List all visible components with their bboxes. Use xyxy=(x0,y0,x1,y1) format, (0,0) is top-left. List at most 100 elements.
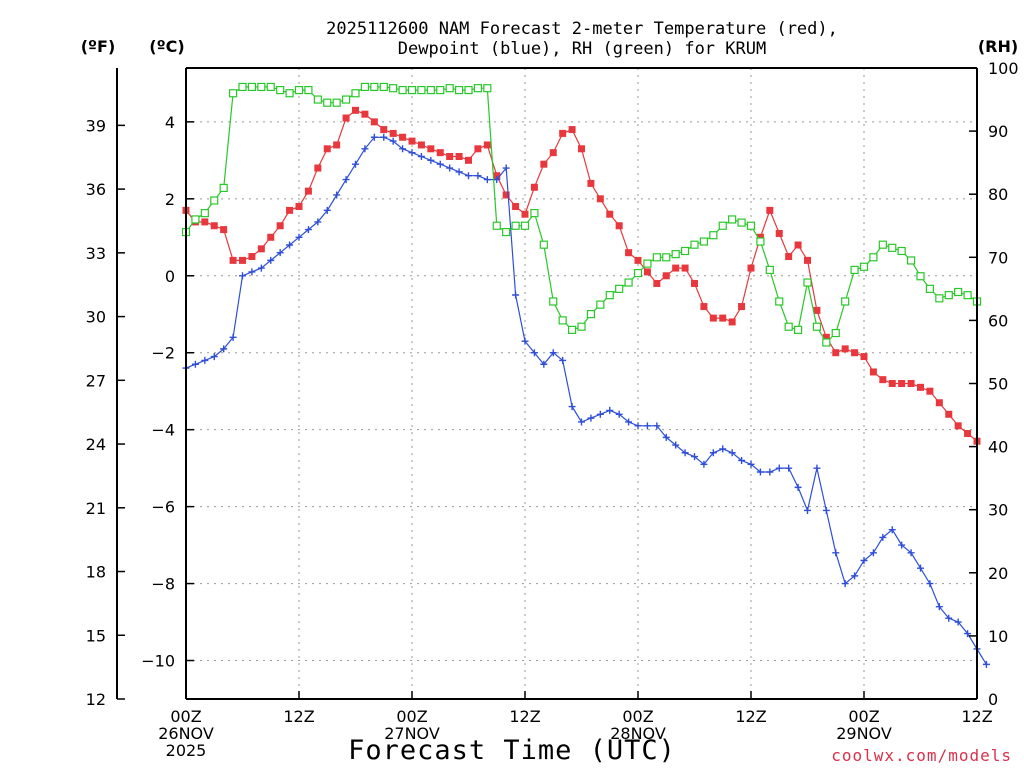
rh-point xyxy=(511,221,520,230)
dewpoint-point xyxy=(408,149,416,157)
rh-point xyxy=(624,278,633,287)
dewpoint-point xyxy=(596,410,604,418)
dewpoint-point xyxy=(832,549,840,557)
x-tick-label: 12Z xyxy=(735,707,766,726)
dewpoint-point xyxy=(352,160,359,168)
temperature-point xyxy=(389,129,397,137)
dewpoint-point xyxy=(672,441,680,449)
dewpoint-point xyxy=(700,460,708,468)
dewpoint-point xyxy=(201,356,209,364)
rh-tick-label: 90 xyxy=(988,122,1008,141)
dewpoint-point xyxy=(625,418,633,426)
rh-point xyxy=(690,240,699,249)
chart-title: 2025112600 NAM Forecast 2-meter Temperat… xyxy=(326,19,838,39)
rh-point xyxy=(577,322,586,331)
rh-point xyxy=(285,89,294,98)
rh-point xyxy=(294,85,304,95)
temperature-point xyxy=(493,172,501,180)
dewpoint-point xyxy=(417,152,425,160)
dewpoint-point xyxy=(643,422,651,430)
fahrenheit-tick-label: 18 xyxy=(86,563,106,582)
rh-point xyxy=(323,98,332,107)
temperature-point xyxy=(935,399,943,407)
rh-point xyxy=(954,287,963,297)
x-tick-label: 29NOV xyxy=(836,724,892,743)
fahrenheit-tick-label: 27 xyxy=(86,371,106,390)
x-tick-label: 00Z xyxy=(848,707,879,726)
rh-point xyxy=(615,284,624,293)
dewpoint-point xyxy=(540,360,548,368)
temperature-point xyxy=(342,114,350,122)
dewpoint-point xyxy=(954,618,962,626)
rh-point xyxy=(605,291,614,300)
rh-point xyxy=(219,183,228,192)
temperature-point xyxy=(408,137,416,145)
dewpoint-line xyxy=(185,136,987,665)
dewpoint-point xyxy=(615,410,623,418)
dewpoint-point xyxy=(559,356,567,364)
temperature-point xyxy=(549,149,557,157)
temperature-point xyxy=(276,222,284,230)
dewpoint-point xyxy=(719,445,727,453)
rh-point xyxy=(586,309,596,319)
temperature-point xyxy=(719,314,727,322)
celsius-tick-label: −4 xyxy=(151,421,175,440)
celsius-tick-label: 0 xyxy=(165,267,175,286)
rh-point xyxy=(360,82,370,92)
rh-point xyxy=(596,300,605,309)
dewpoint-point xyxy=(389,137,397,145)
rh-point xyxy=(313,95,322,104)
dewpoint-point xyxy=(766,468,774,476)
rh-point xyxy=(841,297,850,306)
temperature-point xyxy=(728,318,736,326)
dewpoint-point xyxy=(747,460,755,468)
temperature-point xyxy=(625,249,633,257)
rh-point xyxy=(520,221,530,230)
temperature-point xyxy=(907,380,915,387)
temperature-point xyxy=(239,256,246,264)
fahrenheit-tick-label: 33 xyxy=(86,244,106,263)
temperature-point xyxy=(559,129,567,137)
temperature-point xyxy=(964,430,972,438)
temperature-point xyxy=(869,368,877,376)
rh-point xyxy=(228,89,238,98)
rh-point xyxy=(775,297,784,306)
rh-point xyxy=(793,325,803,334)
rh-tick-label: 60 xyxy=(988,311,1008,330)
temperature-point xyxy=(634,256,642,264)
dewpoint-point xyxy=(465,172,472,180)
temperature-point xyxy=(220,226,228,234)
temperature-point xyxy=(361,110,369,118)
dewpoint-point xyxy=(191,360,199,368)
dewpoint-point xyxy=(804,506,811,514)
dewpoint-point xyxy=(691,453,698,461)
rh-point xyxy=(718,221,727,230)
temperature-point xyxy=(662,272,670,280)
series-rh xyxy=(181,82,982,347)
dewpoint-point xyxy=(634,422,642,430)
rh-point xyxy=(709,231,718,240)
dewpoint-point xyxy=(210,353,218,361)
rh-point xyxy=(784,322,793,331)
dewpoint-point xyxy=(257,264,265,272)
rh-point xyxy=(530,209,539,218)
temperature-point xyxy=(512,203,520,211)
rh-point xyxy=(671,250,680,259)
dewpoint-point xyxy=(709,449,717,457)
dewpoint-point xyxy=(898,541,906,549)
dewpoint-point xyxy=(738,456,746,464)
rh-point xyxy=(370,82,379,92)
temperature-point xyxy=(917,383,924,391)
temperature-point xyxy=(465,156,472,164)
x-tick-label: 12Z xyxy=(283,707,314,726)
dewpoint-point xyxy=(964,630,972,638)
dewpoint-point xyxy=(295,233,303,241)
x-tick-label: 27NOV xyxy=(384,724,440,743)
dewpoint-point xyxy=(370,133,378,141)
rh-point xyxy=(662,253,671,262)
rh-point xyxy=(454,85,464,95)
temperature-point xyxy=(436,149,444,157)
dewpoint-point xyxy=(681,449,689,457)
dewpoint-point xyxy=(446,164,454,172)
credit-label: coolwx.com/models xyxy=(831,746,1012,765)
